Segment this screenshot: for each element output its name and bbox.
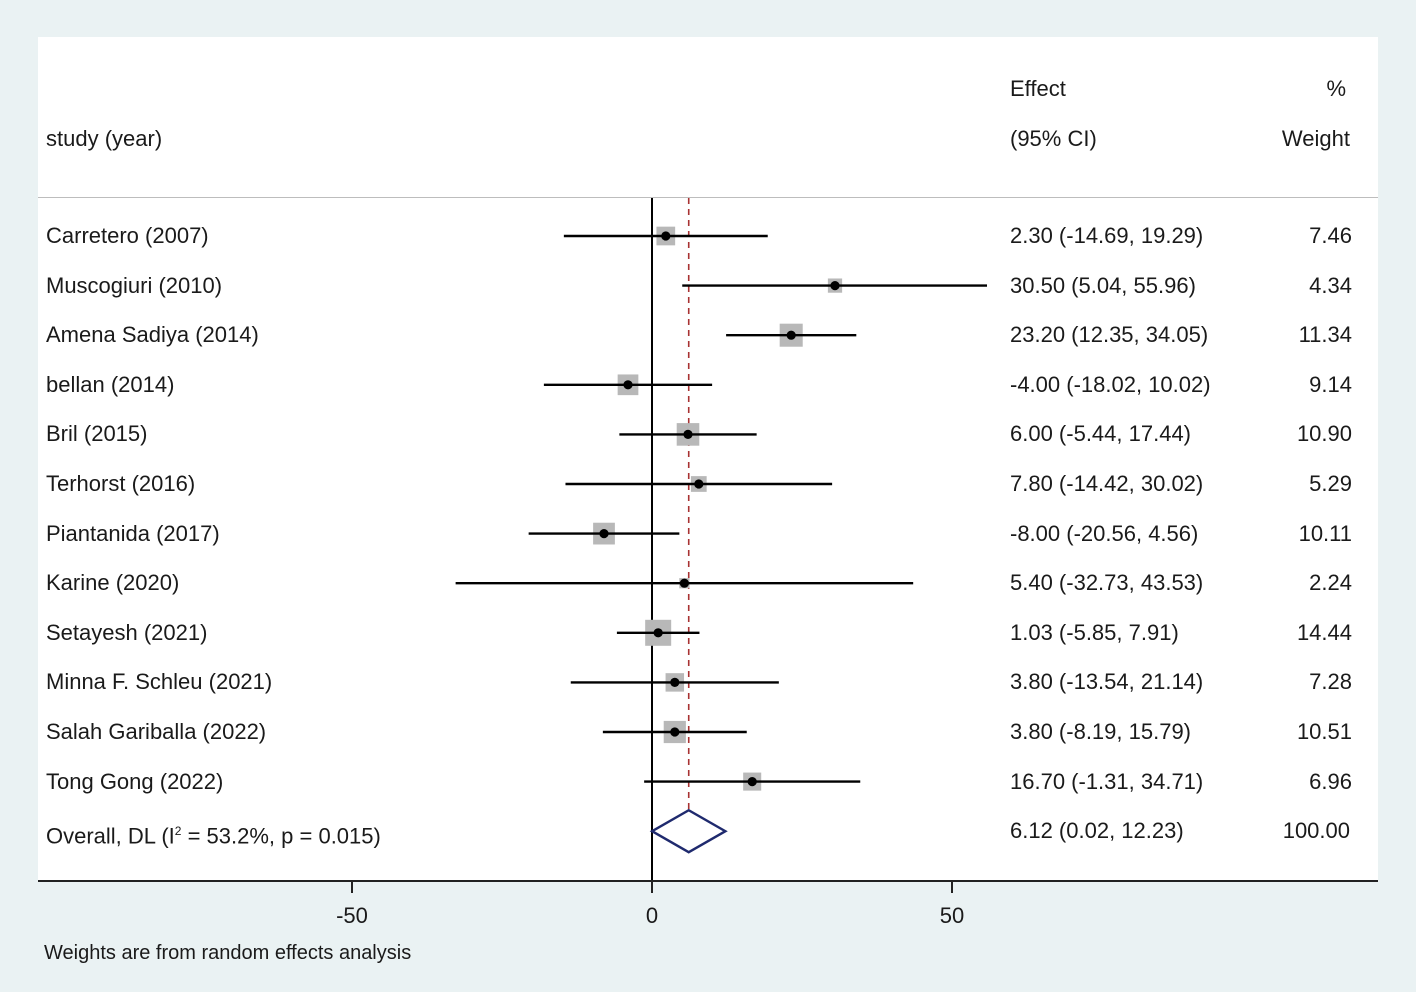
- study-label: Carretero (2007): [46, 223, 209, 248]
- effect-ci-text: 6.00 (-5.44, 17.44): [1010, 421, 1192, 447]
- header-separator: [38, 197, 1378, 198]
- x-tick-label: 0: [645, 903, 659, 928]
- weight-text: 10.51: [1296, 719, 1352, 744]
- effect-ci-text: 7.80 (-14.42, 30.02): [1010, 471, 1204, 496]
- effect-ci-text: 1.03 (-5.85, 7.91): [1010, 619, 1179, 645]
- effect-ci-text: 2.30 (-14.69, 19.29): [1010, 223, 1204, 248]
- point-estimate: [653, 628, 663, 638]
- weight-text: 2.24: [1309, 570, 1352, 596]
- study-label: Tong Gong (2022): [46, 768, 224, 794]
- weight-text: 4.34: [1309, 272, 1352, 298]
- point-estimate: [623, 380, 633, 390]
- weight-text: 5.29: [1309, 471, 1352, 496]
- point-estimate: [670, 727, 680, 737]
- header-percent: %: [1326, 76, 1346, 101]
- weight-text: 14.44: [1296, 619, 1352, 645]
- header-effect: Effect: [1010, 76, 1066, 101]
- point-estimate: [683, 429, 693, 439]
- x-tick-label: 50: [939, 903, 965, 928]
- effect-ci-text: -4.00 (-18.02, 10.02): [1010, 371, 1211, 397]
- weight-text: 11.34: [1298, 322, 1352, 348]
- overall-weight-text: 100.00: [1282, 818, 1350, 844]
- weight-text: 7.28: [1309, 669, 1352, 695]
- overall-ci-text: 6.12 (0.02, 12.23): [1010, 818, 1184, 844]
- effect-ci-text: 23.20 (12.35, 34.05): [1010, 322, 1209, 348]
- study-label: Minna F. Schleu (2021): [46, 669, 273, 695]
- overall-label: Overall, DL (I2 = 53.2%, p = 0.015): [46, 823, 381, 849]
- effect-ci-text: 5.40 (-32.73, 43.53): [1010, 570, 1204, 596]
- point-estimate: [661, 231, 671, 241]
- study-label: Piantanida (2017): [46, 520, 220, 546]
- header-weight: Weight: [1281, 126, 1350, 151]
- footnote: Weights are from random effects analysis: [44, 942, 412, 964]
- study-label: Karine (2020): [46, 570, 180, 596]
- header-ci: (95% CI): [1010, 126, 1097, 151]
- effect-ci-text: 16.70 (-1.31, 34.71): [1010, 768, 1204, 794]
- point-estimate: [599, 529, 609, 539]
- x-tick-label: -50: [336, 903, 368, 928]
- point-estimate: [679, 578, 690, 588]
- point-estimate: [830, 281, 840, 291]
- study-label: Terhorst (2016): [46, 471, 196, 496]
- point-estimate: [747, 777, 757, 787]
- study-label: Setayesh (2021): [46, 619, 208, 645]
- study-label: Muscogiuri (2010): [46, 272, 223, 298]
- effect-ci-text: 30.50 (5.04, 55.96): [1010, 272, 1196, 298]
- weight-text: 9.14: [1309, 371, 1352, 397]
- weight-text: 7.46: [1309, 223, 1352, 248]
- header-study-year: study (year): [46, 126, 163, 151]
- effect-ci-text: 3.80 (-8.19, 15.79): [1010, 719, 1192, 744]
- study-label: Amena Sadiya (2014): [46, 322, 259, 348]
- x-axis-line: [38, 880, 1378, 882]
- study-label: Salah Gariballa (2022): [46, 719, 267, 744]
- point-estimate: [670, 677, 680, 688]
- weight-text: 6.96: [1309, 768, 1352, 794]
- point-estimate: [786, 330, 796, 340]
- effect-ci-text: -8.00 (-20.56, 4.56): [1010, 520, 1199, 546]
- effect-ci-text: 3.80 (-13.54, 21.14): [1010, 669, 1204, 695]
- point-estimate: [694, 479, 704, 489]
- weight-text: 10.11: [1298, 520, 1352, 546]
- weight-text: 10.90: [1296, 421, 1352, 447]
- i-squared-superscript: 2: [174, 824, 182, 839]
- plot-panel: [38, 37, 1378, 881]
- overall-diamond: [649, 808, 728, 854]
- study-label: Bril (2015): [46, 421, 148, 447]
- study-label: bellan (2014): [46, 371, 175, 397]
